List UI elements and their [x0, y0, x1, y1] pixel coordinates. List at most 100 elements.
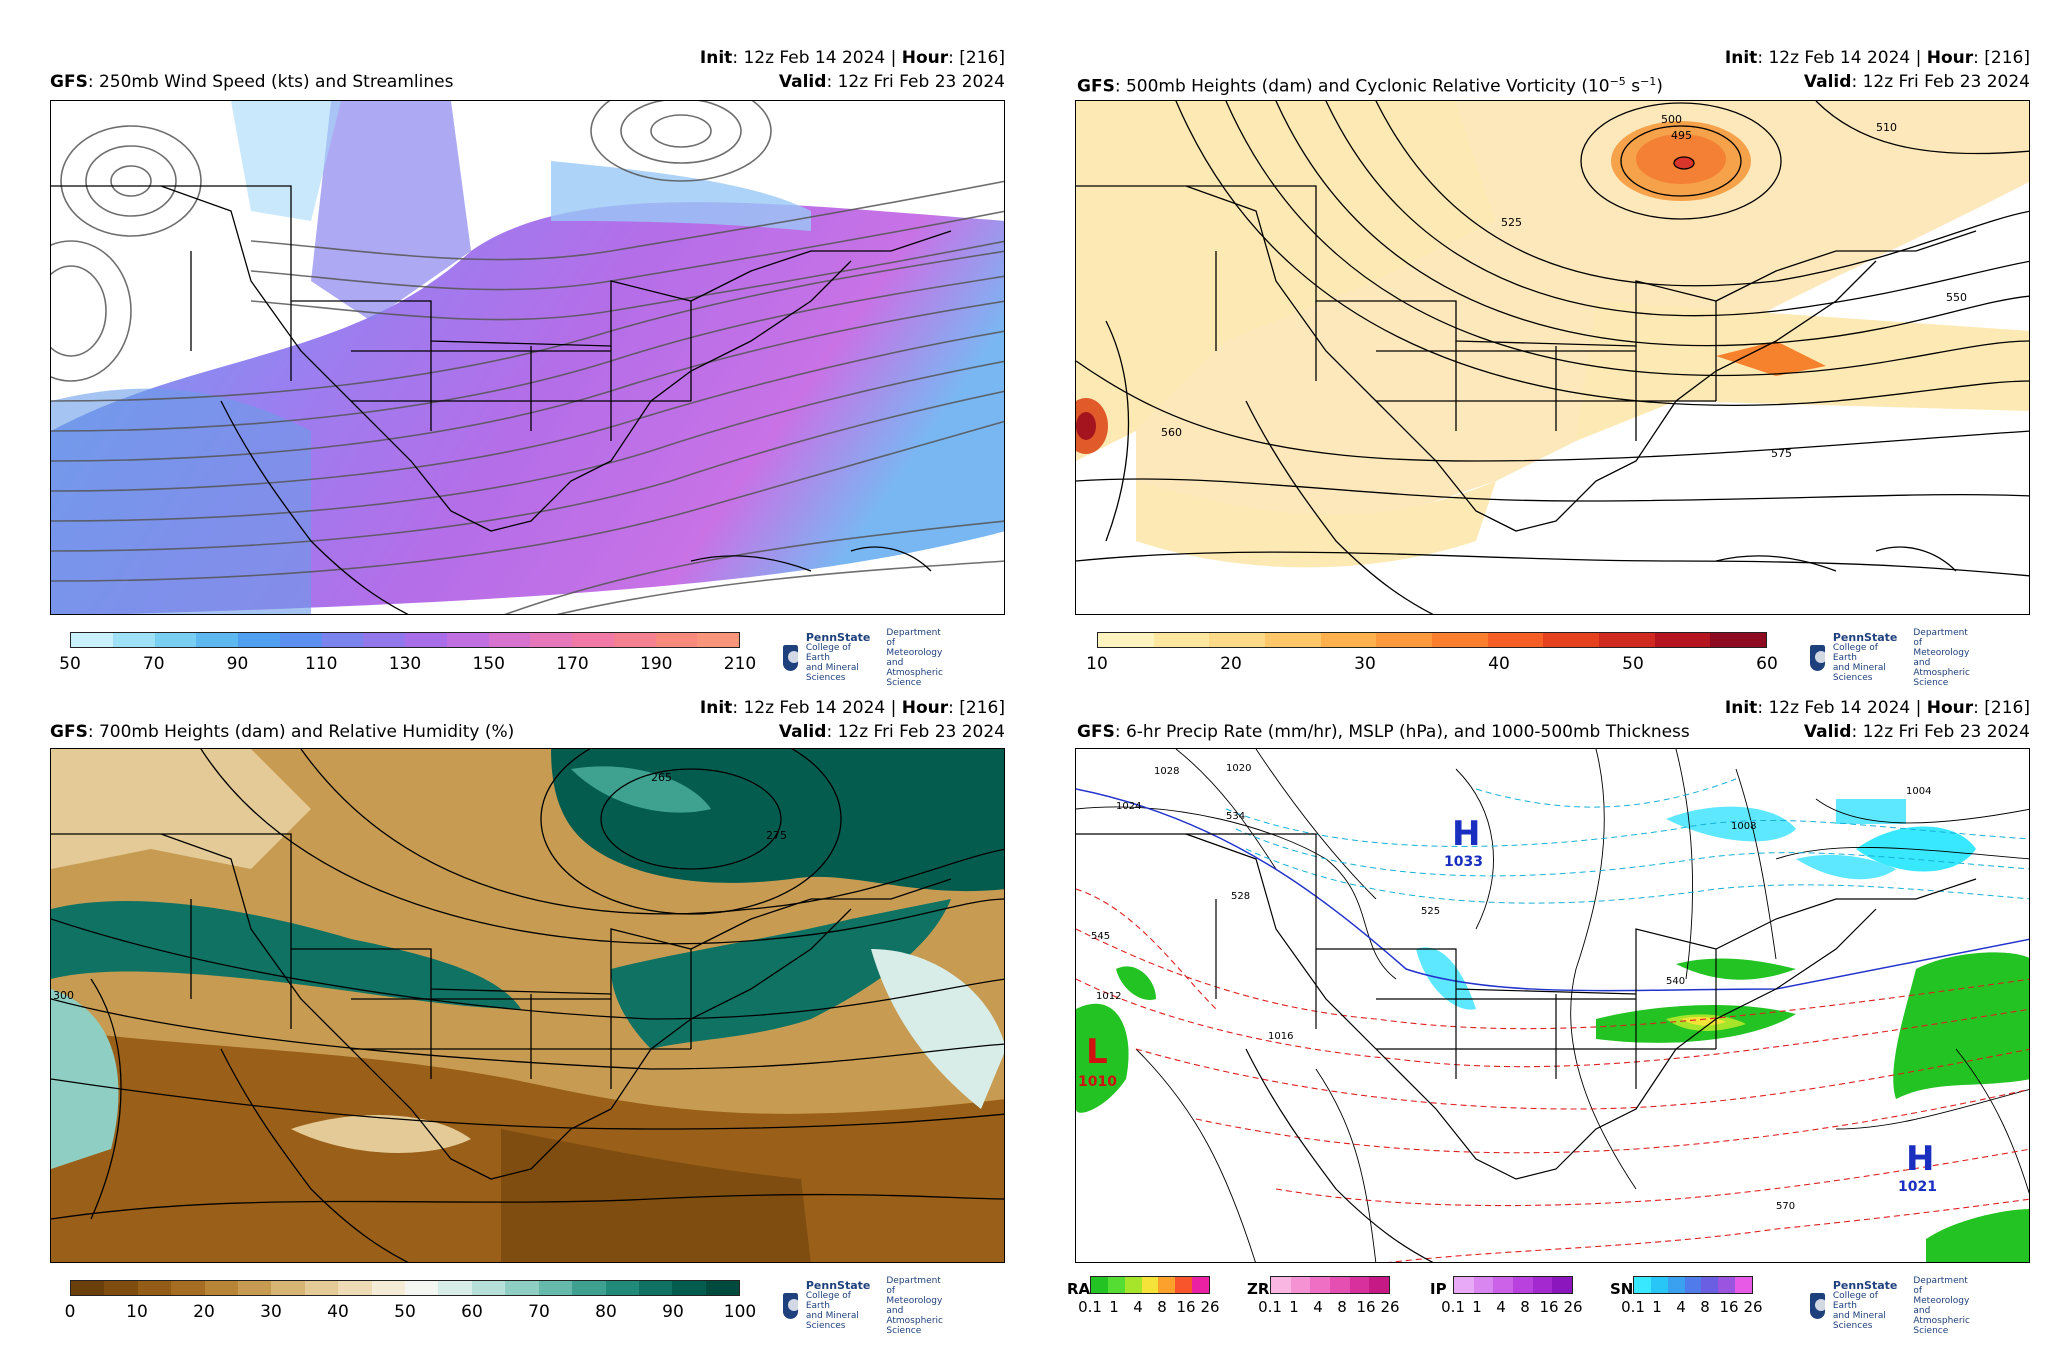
colorbar-rh: [70, 1280, 740, 1296]
colorbar-swatch: [171, 1281, 205, 1295]
pennstate-shield-icon: [1810, 1293, 1827, 1319]
precip-swatch: [1330, 1277, 1350, 1293]
colorbar-swatch: [530, 633, 572, 647]
valid-line: Valid: 12z Fri Feb 23 2024: [778, 72, 1005, 92]
init-line: Init: 12z Feb 14 2024 | Hour: [216]: [1724, 48, 2030, 68]
colorbar-tick-label: 40: [1488, 654, 1510, 674]
colorbar-swatch: [71, 1281, 105, 1295]
colorbar-swatch: [371, 1281, 406, 1295]
panel-title: GFS: 6-hr Precip Rate (mm/hr), MSLP (hPa…: [1077, 722, 1690, 742]
precip-swatch: [1454, 1277, 1474, 1293]
precip-swatch: [1718, 1277, 1736, 1293]
init-line: Init: 12z Feb 14 2024 | Hour: [216]: [699, 698, 1005, 718]
svg-text:510: 510: [1876, 121, 1897, 134]
high-pressure-value: 1033: [1444, 854, 1483, 870]
pennstate-logo: PennState College of Earth and Mineral Sci…: [1810, 1276, 1977, 1336]
svg-text:528: 528: [1231, 891, 1250, 902]
colorbar-tick-label: 90: [662, 1302, 684, 1322]
precip-swatch: [1735, 1277, 1753, 1293]
colorbar-swatch: [438, 1281, 472, 1295]
colorbar-swatch: [1599, 633, 1655, 647]
precip-tick-label: 1: [1289, 1298, 1299, 1316]
colorbar-swatch: [321, 633, 364, 647]
colorbar-swatch: [154, 633, 197, 647]
colorbar-swatch: [71, 633, 113, 647]
svg-text:1012: 1012: [1096, 991, 1121, 1002]
init-line: Init: 12z Feb 14 2024 | Hour: [216]: [699, 48, 1005, 68]
colorbar-tick-label: 10: [126, 1302, 148, 1322]
colorbar-swatch: [405, 1281, 439, 1295]
precip-tick-label: 4: [1133, 1298, 1143, 1316]
colorbar-swatch: [1376, 633, 1433, 647]
precip-swatch: [1473, 1277, 1494, 1293]
colorbar-swatch: [1487, 633, 1544, 647]
precip-swatch: [1532, 1277, 1553, 1293]
svg-text:525: 525: [1501, 216, 1522, 229]
svg-text:570: 570: [1776, 1201, 1795, 1212]
colorbar-swatch: [1209, 633, 1266, 647]
colorbar-ticks: 10 20 30 40 50 60: [1086, 654, 1778, 674]
precip-swatch: [1667, 1277, 1685, 1293]
svg-text:500: 500: [1661, 113, 1682, 126]
pennstate-shield-icon: [783, 645, 800, 671]
colorbar-swatch: [1654, 633, 1711, 647]
colorbar-swatch: [672, 1281, 706, 1295]
precip-swatch: [1310, 1277, 1331, 1293]
precip-tick-label: 8: [1520, 1298, 1530, 1316]
precip-tick-label: 8: [1700, 1298, 1710, 1316]
precip-swatch: [1271, 1277, 1291, 1293]
svg-text:275: 275: [766, 829, 787, 842]
precip-swatch: [1513, 1277, 1533, 1293]
colorbar-tick-label: 10: [1086, 654, 1108, 674]
precip-tick-label: 1: [1652, 1298, 1662, 1316]
precip-tick-label: 4: [1676, 1298, 1686, 1316]
precip-swatch: [1552, 1277, 1573, 1293]
colorbar-tick-label: 60: [1756, 654, 1778, 674]
colorbar-swatch: [572, 633, 614, 647]
colorbar-swatch: [1432, 633, 1488, 647]
precip-swatch: [1634, 1277, 1651, 1293]
svg-text:1024: 1024: [1116, 801, 1141, 812]
precip-tick-label: 8: [1337, 1298, 1347, 1316]
svg-text:1004: 1004: [1906, 786, 1931, 797]
colorbar-tick-label: 170: [556, 654, 589, 674]
panel-title: GFS: 500mb Heights (dam) and Cyclonic Re…: [1077, 75, 1663, 97]
precip-swatch: [1175, 1277, 1193, 1293]
colorbar-tick-label: 30: [1354, 654, 1376, 674]
precip-tick-label: 4: [1313, 1298, 1323, 1316]
colorbar-tick-label: 210: [723, 654, 757, 674]
colorbar-tick-label: 50: [1622, 654, 1644, 674]
map-precip: 1028 1024 1020 1016 1012 1008 1004 540 5…: [1075, 748, 2030, 1263]
precip-swatch: [1091, 1277, 1108, 1293]
colorbar-tick-label: 70: [142, 654, 165, 674]
precip-tick-label: 16: [1719, 1298, 1739, 1316]
colorbar-tick-label: 90: [226, 654, 249, 674]
colorbar-swatch: [1320, 633, 1377, 647]
precip-swatch: [1158, 1277, 1176, 1293]
colorbar-tick-label: 60: [461, 1302, 483, 1322]
precip-swatch: [1493, 1277, 1514, 1293]
svg-text:1020: 1020: [1226, 763, 1251, 774]
high-pressure-marker: H: [1452, 814, 1481, 854]
precip-tick-label: 0.1: [1258, 1298, 1282, 1316]
colorbar-vorticity: [1097, 632, 1767, 648]
colorbar-swatch: [405, 633, 447, 647]
colorbar-tick-label: 30: [260, 1302, 282, 1322]
precip-tick-label: 0.1: [1621, 1298, 1645, 1316]
high-pressure-value: 1021: [1898, 1179, 1937, 1195]
colorbar-swatch: [471, 1281, 506, 1295]
colorbar-swatch: [204, 1281, 239, 1295]
svg-text:550: 550: [1946, 291, 1967, 304]
colorbar-swatch: [446, 633, 489, 647]
colorbar-swatch: [655, 633, 698, 647]
colorbar-tick-label: 190: [640, 654, 673, 674]
colorbar-swatch: [488, 633, 531, 647]
map-500mb: 500 495 510 525 550 560 575: [1075, 100, 2030, 615]
low-pressure-marker: L: [1086, 1032, 1108, 1072]
low-pressure-value: 1010: [1078, 1074, 1117, 1090]
colorbar-swatch: [1153, 633, 1210, 647]
valid-line: Valid: 12z Fri Feb 23 2024: [778, 722, 1005, 742]
precip-tick-label: 26: [1563, 1298, 1583, 1316]
precip-tick-label: 26: [1380, 1298, 1400, 1316]
colorbar-ticks: 50 70 90 110 130 150 170 190 210: [59, 654, 756, 674]
